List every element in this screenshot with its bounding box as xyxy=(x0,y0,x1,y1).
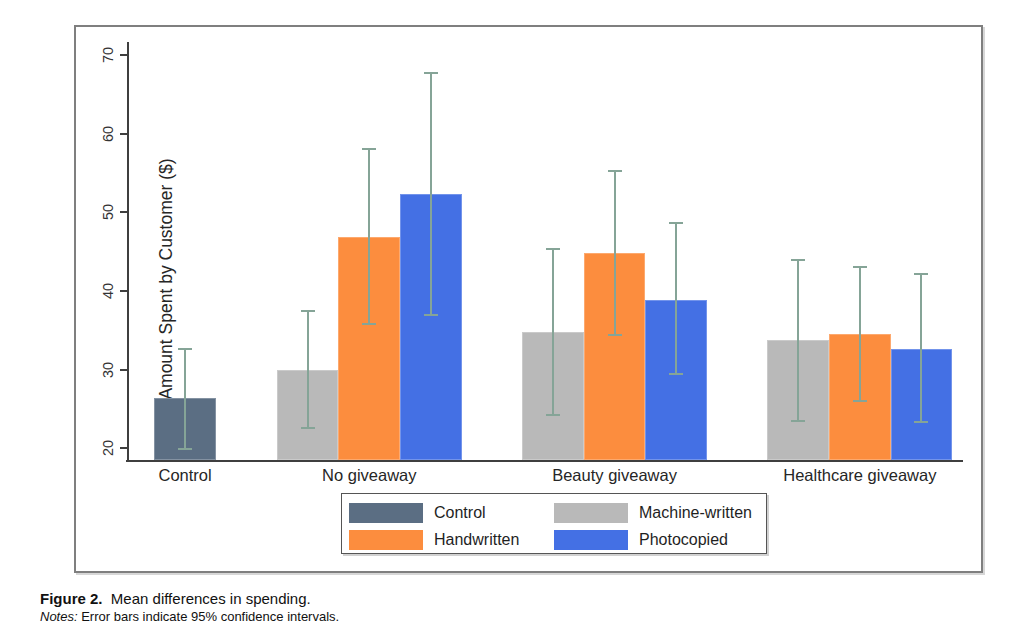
y-tick-50 xyxy=(120,211,127,213)
y-tick-70 xyxy=(120,54,127,56)
caption-figure-text: Mean differences in spending. xyxy=(111,590,311,607)
error-cap-top-machine-written-beauty-giveaway xyxy=(546,248,560,250)
y-tick-60 xyxy=(120,133,127,135)
error-cap-top-photocopied-healthcare-giveaway xyxy=(914,273,928,275)
error-bar-control-control xyxy=(184,349,186,449)
y-tick-label-20: 20 xyxy=(98,428,118,468)
caption-title: Figure 2. Mean differences in spending. xyxy=(40,589,339,609)
error-cap-top-photocopied-beauty-giveaway xyxy=(669,222,683,224)
legend-swatch-photocopied xyxy=(554,530,628,550)
legend-label-machine-written: Machine-written xyxy=(639,503,752,523)
y-tick-label-40: 40 xyxy=(98,271,118,311)
error-cap-bottom-control-control xyxy=(178,448,192,450)
legend-label-photocopied: Photocopied xyxy=(639,530,728,550)
error-cap-bottom-machine-written-beauty-giveaway xyxy=(546,414,560,416)
y-tick-label-70: 70 xyxy=(98,35,118,75)
y-tick-30 xyxy=(120,369,127,371)
error-cap-top-machine-written-healthcare-giveaway xyxy=(791,259,805,261)
caption-notes: Notes: Error bars indicate 95% confidenc… xyxy=(40,609,339,625)
legend-label-handwritten: Handwritten xyxy=(434,530,519,550)
error-cap-bottom-handwritten-beauty-giveaway xyxy=(608,334,622,336)
x-axis-line xyxy=(126,460,963,462)
y-tick-label-50: 50 xyxy=(98,192,118,232)
caption-notes-text: Error bars indicate 95% confidence inter… xyxy=(81,609,339,624)
error-bar-handwritten-beauty-giveaway xyxy=(614,171,616,335)
figure-canvas: Amount Spent by Customer ($) 20 30 40 50 60 7… xyxy=(0,0,1023,640)
error-cap-bottom-photocopied-beauty-giveaway xyxy=(669,373,683,375)
error-cap-bottom-photocopied-healthcare-giveaway xyxy=(914,421,928,423)
error-cap-top-control-control xyxy=(178,348,192,350)
error-bar-machine-written-healthcare-giveaway xyxy=(797,260,799,421)
error-bar-handwritten-no-giveaway xyxy=(368,149,370,324)
error-cap-bottom-handwritten-healthcare-giveaway xyxy=(853,400,867,402)
caption-notes-label: Notes: xyxy=(40,609,78,624)
y-axis-line xyxy=(127,42,129,462)
caption-figure-number: Figure 2. xyxy=(40,590,103,607)
error-bar-photocopied-healthcare-giveaway xyxy=(920,274,922,422)
error-bar-photocopied-no-giveaway xyxy=(430,73,432,315)
figure-caption: Figure 2. Mean differences in spending. … xyxy=(40,589,339,625)
error-bar-machine-written-beauty-giveaway xyxy=(552,249,554,416)
error-bar-machine-written-no-giveaway xyxy=(307,311,309,428)
error-cap-bottom-handwritten-no-giveaway xyxy=(362,323,376,325)
error-cap-top-handwritten-no-giveaway xyxy=(362,148,376,150)
error-cap-bottom-machine-written-healthcare-giveaway xyxy=(791,420,805,422)
x-axis-label-no-giveaway: No giveaway xyxy=(249,466,489,485)
error-cap-top-machine-written-no-giveaway xyxy=(301,310,315,312)
y-tick-20 xyxy=(120,447,127,449)
error-bar-photocopied-beauty-giveaway xyxy=(675,223,677,375)
error-bar-handwritten-healthcare-giveaway xyxy=(859,267,861,401)
chart-frame: Amount Spent by Customer ($) xyxy=(74,25,983,573)
legend-label-control: Control xyxy=(434,503,486,523)
legend-box: Control Machine-written Handwritten Photoco… xyxy=(341,493,767,554)
error-cap-top-handwritten-beauty-giveaway xyxy=(608,170,622,172)
legend-swatch-handwritten xyxy=(349,530,423,550)
legend-swatch-control xyxy=(349,503,423,523)
error-cap-bottom-machine-written-no-giveaway xyxy=(301,427,315,429)
x-axis-label-healthcare-giveaway: Healthcare giveaway xyxy=(740,466,980,485)
x-axis-label-beauty-giveaway: Beauty giveaway xyxy=(495,466,735,485)
y-tick-label-30: 30 xyxy=(98,350,118,390)
error-cap-top-photocopied-no-giveaway xyxy=(424,72,438,74)
y-axis-title: Amount Spent by Customer ($) xyxy=(156,131,178,427)
error-cap-bottom-photocopied-no-giveaway xyxy=(424,314,438,316)
y-tick-label-60: 60 xyxy=(98,114,118,154)
y-tick-40 xyxy=(120,290,127,292)
error-cap-top-handwritten-healthcare-giveaway xyxy=(853,266,867,268)
legend-swatch-machine-written xyxy=(554,503,628,523)
